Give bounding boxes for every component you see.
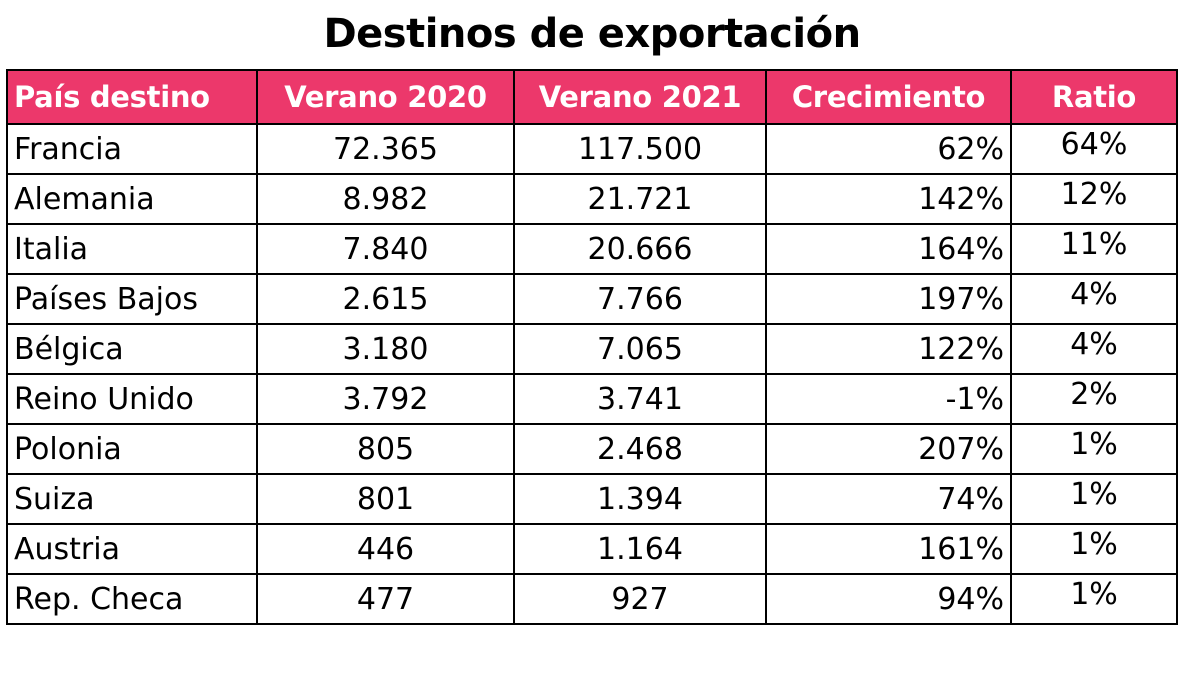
summer-2021-cell: 3.741 [513,373,767,425]
country-cell: Polonia [6,423,258,475]
table-row: Reino Unido 3.792 3.741 -1% 2% [6,373,1178,425]
summer-2020-cell: 2.615 [256,273,515,325]
header-summer-2020: Verano 2020 [256,69,515,125]
summer-2021-cell: 927 [513,573,767,625]
summer-2020-cell: 446 [256,523,515,575]
summer-2021-cell: 20.666 [513,223,767,275]
summer-2020-cell: 805 [256,423,515,475]
growth-cell: 62% [765,123,1012,175]
country-cell: Rep. Checa [6,573,258,625]
country-cell: Alemania [6,173,258,225]
ratio-cell: 4% [1010,323,1178,375]
summer-2021-cell: 7.766 [513,273,767,325]
growth-cell: 94% [765,573,1012,625]
summer-2021-cell: 7.065 [513,323,767,375]
ratio-cell: 4% [1010,273,1178,325]
ratio-cell: 1% [1010,523,1178,575]
ratio-cell: 64% [1010,123,1178,175]
ratio-cell: 1% [1010,573,1178,625]
summer-2020-cell: 3.180 [256,323,515,375]
ratio-cell: 2% [1010,373,1178,425]
country-cell: Italia [6,223,258,275]
growth-cell: 164% [765,223,1012,275]
growth-cell: 122% [765,323,1012,375]
growth-cell: 74% [765,473,1012,525]
table-row: Bélgica 3.180 7.065 122% 4% [6,323,1178,375]
summer-2021-cell: 1.164 [513,523,767,575]
country-cell: Reino Unido [6,373,258,425]
summer-2021-cell: 117.500 [513,123,767,175]
summer-2020-cell: 801 [256,473,515,525]
header-summer-2021: Verano 2021 [513,69,767,125]
summer-2021-cell: 2.468 [513,423,767,475]
header-row: País destino Verano 2020 Verano 2021 Cre… [6,69,1178,125]
ratio-cell: 12% [1010,173,1178,225]
header-ratio: Ratio [1010,69,1178,125]
table-row: Rep. Checa 477 927 94% 1% [6,573,1178,625]
ratio-cell: 1% [1010,473,1178,525]
table-row: Francia 72.365 117.500 62% 64% [6,123,1178,175]
country-cell: Suiza [6,473,258,525]
growth-cell: 161% [765,523,1012,575]
table-row: Países Bajos 2.615 7.766 197% 4% [6,273,1178,325]
summer-2020-cell: 477 [256,573,515,625]
country-cell: Bélgica [6,323,258,375]
growth-cell: 142% [765,173,1012,225]
summer-2021-cell: 1.394 [513,473,767,525]
header-growth: Crecimiento [765,69,1012,125]
growth-cell: 197% [765,273,1012,325]
summer-2020-cell: 7.840 [256,223,515,275]
table-body: Francia 72.365 117.500 62% 64% Alemania … [6,123,1178,625]
ratio-cell: 11% [1010,223,1178,275]
summer-2020-cell: 3.792 [256,373,515,425]
country-cell: Francia [6,123,258,175]
table-row: Austria 446 1.164 161% 1% [6,523,1178,575]
growth-cell: -1% [765,373,1012,425]
table-row: Polonia 805 2.468 207% 1% [6,423,1178,475]
page-title: Destinos de exportación [323,11,861,57]
country-cell: Países Bajos [6,273,258,325]
summer-2020-cell: 72.365 [256,123,515,175]
ratio-cell: 1% [1010,423,1178,475]
summer-2021-cell: 21.721 [513,173,767,225]
exports-table: País destino Verano 2020 Verano 2021 Cre… [6,69,1178,625]
summer-2020-cell: 8.982 [256,173,515,225]
table-row: Italia 7.840 20.666 164% 11% [6,223,1178,275]
growth-cell: 207% [765,423,1012,475]
table-row: Suiza 801 1.394 74% 1% [6,473,1178,525]
header-country: País destino [6,69,258,125]
country-cell: Austria [6,523,258,575]
table-row: Alemania 8.982 21.721 142% 12% [6,173,1178,225]
